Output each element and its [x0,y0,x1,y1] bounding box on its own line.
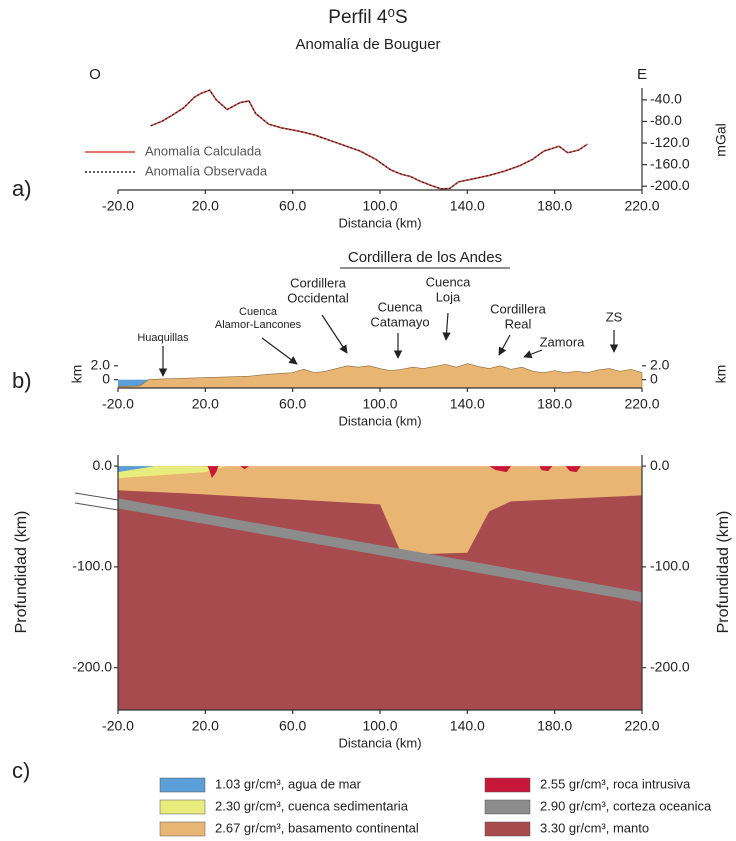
topography [117,363,643,389]
legend-swatch [484,777,531,793]
legend-label: 1.03 gr/cm³, agua de mar [215,776,362,791]
x-tick-label: 60.0 [279,718,306,734]
y-tick-label: -120.0 [650,134,690,150]
y-axis-title: km [713,365,729,384]
x-tick-label: 60.0 [279,396,306,412]
layer [240,466,249,470]
annotation-arrow [261,337,298,365]
x-tick-label: 20.0 [192,396,219,412]
region-label: Cordillera de los Andes [348,249,502,266]
y-tick-label: 0 [102,370,110,386]
y-tick-label: 0.0 [650,457,670,473]
legend-swatch [484,799,531,815]
annotation: Catamayo [370,314,429,329]
anomaly-line [150,89,588,190]
y-axis-title: mGal [713,123,729,156]
y-axis-title: km [69,365,85,384]
legend-label: 2.55 gr/cm³, roca intrusiva [540,776,691,791]
x-tick-label: -20.0 [102,198,134,214]
x-tick-label: 100.0 [362,198,397,214]
annotation: Alamor-Lancones [215,319,302,331]
layer [118,466,642,555]
panel-title: Anomalía de Bouguer [295,36,440,53]
x-tick-label: 220.0 [624,396,659,412]
layer [565,466,581,473]
x-tick-label: 140.0 [450,718,485,734]
legend-label: 2.67 gr/cm³, basamento continental [215,820,419,835]
x-axis-title: Distancia (km) [338,215,421,230]
layer [118,466,228,479]
legend-swatch [159,777,206,793]
layer [539,466,553,472]
y-tick-label: -40.0 [650,91,682,107]
annotation-arrow [498,334,511,356]
annotation-arrow [523,349,543,359]
x-tick-label: 20.0 [192,718,219,734]
legend-swatch [159,799,206,815]
x-tick-label: 140.0 [450,198,485,214]
annotation: Cuenca [426,274,472,289]
annotation: Loja [436,289,461,304]
annotation: Real [505,316,532,331]
legend-label: 2.90 gr/cm³, corteza oceanica [540,798,712,813]
layer [118,486,642,710]
y-tick-label: -80.0 [650,112,682,128]
annotation-arrow [321,314,348,354]
direction-label: O [89,66,101,83]
legend-swatch [484,821,531,837]
y-tick-label: 0 [650,370,658,386]
y-tick-label: -160.0 [650,155,690,171]
y-tick-label: -200.0 [72,658,112,674]
annotation: ZS [606,309,623,324]
y-tick-label: -100.0 [72,558,112,574]
annotation: Cuenca [239,306,278,318]
direction-label: E [637,66,647,83]
x-tick-label: 180.0 [537,198,572,214]
y-tick-label: 0.0 [93,457,113,473]
y-tick-label: 2.0 [650,356,670,372]
x-axis-title: Distancia (km) [338,413,421,428]
annotation-arrow [442,312,451,341]
x-tick-label: -20.0 [102,718,134,734]
x-axis-title: Distancia (km) [338,735,421,750]
annotation: Cuenca [378,299,424,314]
y-axis-title: Profundidad (km) [715,511,732,634]
panel-label: b) [12,368,32,393]
annotation: Huaquillas [137,332,189,344]
legend-label: 3.30 gr/cm³, manto [540,820,649,835]
panel-label: c) [12,758,30,783]
x-tick-label: 140.0 [450,396,485,412]
x-tick-label: 220.0 [624,198,659,214]
layer [489,466,511,473]
slab-extension [74,492,119,501]
legend-label: Anomalía Calculada [145,143,262,158]
panel-label: a) [12,176,32,201]
x-tick-label: 100.0 [362,718,397,734]
legend-label: Anomalía Observada [145,163,268,178]
y-tick-label: -200.0 [650,177,690,193]
legend-label: 2.30 gr/cm³, cuenca sedimentaria [215,798,409,813]
annotation: Cordillera [290,275,346,290]
legend-swatch [159,821,206,837]
annotation: Occidental [287,290,349,305]
figure-title: Perfil 4⁰S [328,7,407,28]
layer [207,466,219,479]
layer [118,498,642,603]
x-tick-label: 220.0 [624,718,659,734]
annotation: Zamora [540,334,586,349]
x-tick-label: 180.0 [537,396,572,412]
x-tick-label: 60.0 [279,198,306,214]
y-tick-label: 2.0 [91,356,111,372]
x-tick-label: 180.0 [537,718,572,734]
y-tick-label: -100.0 [650,558,690,574]
x-tick-label: 100.0 [362,396,397,412]
x-tick-label: -20.0 [102,396,134,412]
y-axis-title: Profundidad (km) [13,511,30,634]
slab-extension [74,502,119,511]
y-tick-label: -200.0 [650,658,690,674]
x-tick-label: 20.0 [192,198,219,214]
annotation: Cordillera [490,301,546,316]
layer [118,466,156,473]
